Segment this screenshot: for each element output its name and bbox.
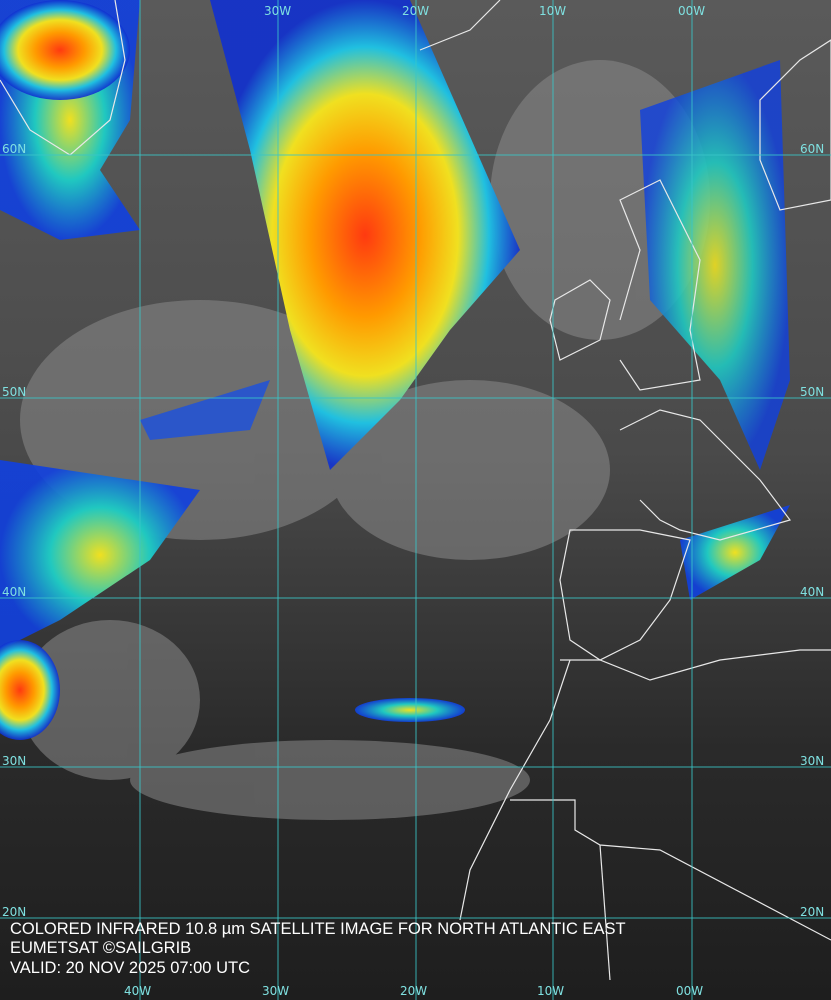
lon-label: 10W [537,984,564,998]
lat-label: 50N [2,385,26,399]
lon-label: 20W [402,4,429,18]
lon-label: 00W [678,4,705,18]
lon-label: 30W [264,4,291,18]
caption-line: VALID: 20 NOV 2025 07:00 UTC [10,959,250,977]
lat-label: 50N [800,385,824,399]
lat-label: 60N [800,142,824,156]
caption-line: COLORED INFRARED 10.8 µm SATELLITE IMAGE… [10,920,626,938]
lon-label: 40W [124,984,151,998]
caption-line: EUMETSAT ©SAILGRIB [10,939,191,957]
lat-label: 20N [2,905,26,919]
lat-label: 40N [800,585,824,599]
lon-label: 30W [262,984,289,998]
lat-label: 40N [2,585,26,599]
caption: COLORED INFRARED 10.8 µm SATELLITE IMAGE… [10,920,626,977]
lon-label: 20W [400,984,427,998]
lat-label: 20N [800,905,824,919]
lat-label: 60N [2,142,26,156]
colored-clouds [0,0,790,740]
graticule-labels: 30W 20W 10W 00W 40W 30W 20W 10W 00W 60N 50N 40N 30N 2… [2,4,824,998]
lat-label: 30N [2,754,26,768]
lon-label: 00W [676,984,703,998]
lat-label: 30N [800,754,824,768]
lon-label: 10W [539,4,566,18]
